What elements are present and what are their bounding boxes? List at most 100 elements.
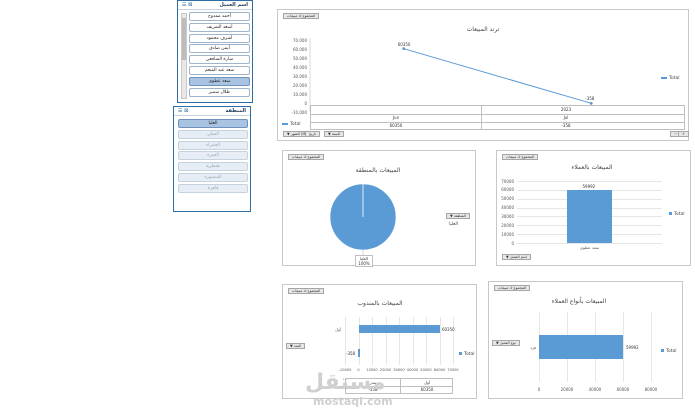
customer-slicer-item[interactable]: أسعد الشريف	[189, 22, 250, 32]
x-tick-label: 30000	[393, 368, 405, 372]
legend-label: Total	[666, 349, 677, 354]
region-slicer-item[interactable]: الحمراء	[178, 140, 248, 150]
x-tick-label: 0	[357, 368, 360, 372]
y-tick-label: 10000	[501, 231, 514, 237]
scroll-thumb[interactable]	[182, 18, 186, 60]
customer-slicer-item[interactable]: أيمن صادق	[189, 44, 250, 54]
x-tick-label: 60000	[616, 387, 630, 392]
year-field-button[interactable]: ▼ السنة	[324, 131, 345, 137]
sum-field-button[interactable]: المجموع ك مبيعات	[288, 154, 325, 160]
customer-slicer-header: اسم العميل ☰ ⊠	[178, 1, 252, 10]
region-legend-label: المنطقة	[453, 214, 466, 218]
x-tick-label: 70000	[447, 368, 459, 372]
table-legend-label: Total	[290, 122, 301, 127]
region-slicer-item[interactable]: العليا	[178, 119, 248, 128]
sales-by-customer-chart[interactable]: المجموع ك مبيعات المبيعات بالعملاء Total…	[496, 150, 691, 266]
gridline	[439, 317, 441, 365]
dropdown-icon: ▼	[287, 132, 291, 136]
region-slicer-header: المنطقة ☰ ⊠	[174, 107, 250, 116]
y-tick-label: 40.000	[293, 64, 307, 70]
y-tick-label: -10.000	[291, 109, 307, 115]
region-slicer[interactable]: المنطقة ☰ ⊠ العليا السلي الحمراء الجيزه طنطر…	[173, 106, 251, 212]
gridline	[345, 317, 346, 365]
y-tick-label: 0	[304, 100, 307, 106]
pie-slice-label: العليا 100%	[355, 255, 373, 267]
bar[interactable]	[567, 189, 612, 243]
y-tick-label: 70.000	[293, 37, 307, 43]
y-tick-label: 30000	[501, 213, 514, 219]
region-slicer-item[interactable]: قاهرة	[178, 183, 248, 193]
trend-data-table: 2023 Jun Jul 60350 -358	[310, 105, 685, 130]
x-tick-label: -10000	[338, 368, 352, 372]
customer-slicer-item[interactable]: سعد عبد المنعم	[189, 66, 250, 75]
region-slicer-item[interactable]: طنطرية	[178, 162, 248, 172]
customer-slicer-item[interactable]: أشرف محمود	[189, 33, 250, 43]
dropdown-icon: ▼	[328, 132, 332, 136]
customer-slicer-item[interactable]: طلال سمير	[189, 87, 250, 97]
bar[interactable]	[358, 349, 360, 357]
legend-label: Total	[464, 352, 475, 357]
gridline	[517, 181, 662, 182]
clear-filter-icon[interactable]: ⊠	[184, 108, 189, 114]
date-field-label: تاريخ	[309, 132, 317, 136]
customer-field-label: اسم العميل	[509, 255, 528, 259]
sum-field-button[interactable]: المجموع ك مبيعات	[288, 288, 325, 294]
chart-legend: Total	[669, 212, 685, 217]
y-tick-label: 30.000	[293, 73, 307, 79]
data-label: -358	[585, 96, 595, 102]
customer-slicer-item[interactable]: سعد عطوى	[189, 76, 250, 86]
y-tick-label: 60000	[501, 187, 514, 193]
y-tick-label: 70000	[501, 178, 514, 184]
gridline	[399, 317, 400, 365]
x-tick-label: 0	[537, 387, 541, 392]
sum-field-button[interactable]: المجموع ك مبيعات	[502, 154, 539, 160]
bar[interactable]	[539, 335, 623, 359]
clear-filter-icon[interactable]: ⊠	[188, 2, 193, 8]
customer-type-field-button[interactable]: ▼ نوع العميل	[492, 340, 520, 346]
sum-field-button[interactable]: المجموع ك مبيعات	[283, 13, 320, 19]
rep-table-head-2: أول	[424, 380, 430, 385]
legend-square-icon	[459, 352, 462, 355]
slicer-tools[interactable]: ☰ ⊠	[182, 2, 192, 8]
customer-slicer-scrollbar[interactable]	[181, 13, 187, 99]
multi-select-icon[interactable]: ☰	[178, 108, 183, 114]
expand-button[interactable]: +	[678, 131, 690, 137]
x-tick-label: سعد عطوى	[579, 245, 600, 250]
region-slicer-item[interactable]: المنصورة	[178, 173, 248, 182]
dropdown-icon: ▼	[496, 341, 500, 345]
y-tick-label: 10.000	[293, 91, 307, 97]
legend-square-icon	[669, 212, 672, 215]
region-slicer-item[interactable]: السلي	[178, 129, 248, 139]
sales-by-rep-chart[interactable]: المجموع ك مبيعات المبيعات بالمندوب Total…	[282, 284, 477, 399]
chart-legend: Total	[661, 349, 677, 354]
customer-slicer-item[interactable]: سارة الشافعي	[189, 55, 250, 65]
customer-slicer-item[interactable]: أحمد ممدوح	[189, 12, 250, 21]
rep-field-button[interactable]: ▼ المند	[286, 343, 306, 349]
slicer-tools[interactable]: ☰ ⊠	[178, 108, 188, 114]
bar[interactable]	[358, 325, 440, 333]
y-tick-label: أول	[335, 326, 341, 332]
pie-legend-item: العليا	[449, 222, 458, 227]
multi-select-icon[interactable]: ☰	[182, 2, 187, 8]
x-tick-label: 20000	[379, 368, 392, 372]
y-tick-label: 20.000	[293, 82, 307, 88]
y-tick-label: 20000	[501, 222, 514, 228]
region-slicer-item[interactable]: الجيزه	[178, 151, 248, 161]
rep-data-table: بندر أول -358 60350	[345, 378, 453, 394]
customer-slicer[interactable]: اسم العميل ☰ ⊠ أحمد ممدوح أسعد الشريف أشرف…	[177, 0, 253, 103]
sales-trend-chart[interactable]: المجموع ك مبيعات ترند المبيعات Total -10…	[277, 9, 690, 141]
sales-by-region-chart[interactable]: المجموع ك مبيعات المبيعات بالمنطقة العلي…	[282, 150, 476, 267]
gridline	[623, 312, 624, 382]
region-legend-button[interactable]: ▼ المنطقة	[446, 213, 470, 219]
table-year-2: 2023	[560, 107, 572, 112]
y-tick-label: 40000	[501, 205, 514, 211]
data-label: 60350	[397, 41, 411, 47]
sum-field-button[interactable]: المجموع ك مبيعات	[494, 285, 531, 291]
customer-field-button[interactable]: ▼ اسم العميل	[502, 254, 532, 260]
y-tick-label: 50.000	[293, 55, 307, 61]
dropdown-icon: ▼	[506, 255, 510, 259]
y-tick-label: 0	[511, 240, 514, 246]
data-point	[402, 47, 406, 51]
sales-by-customer-type-chart[interactable]: المجموع ك مبيعات المبيعات بأنواع العملاء…	[488, 281, 683, 399]
date-field-button[interactable]: تاريخ	[305, 131, 321, 137]
